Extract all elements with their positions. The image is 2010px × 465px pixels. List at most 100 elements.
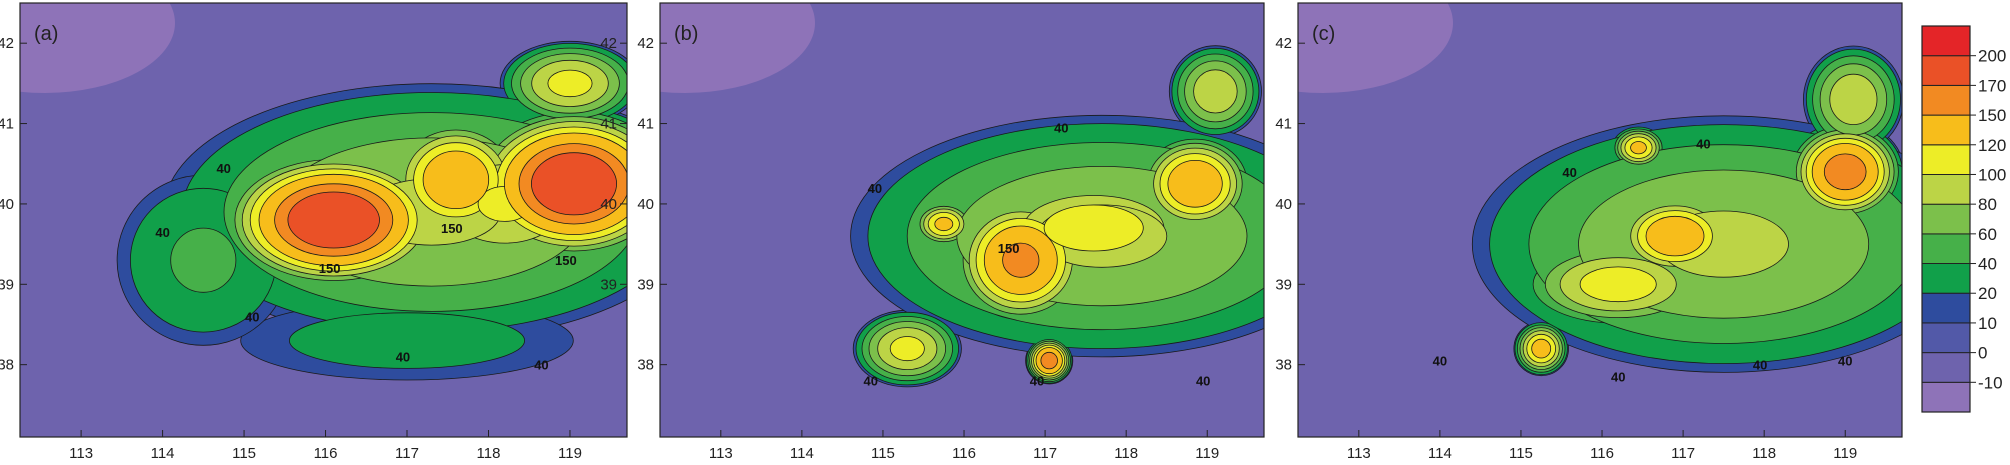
colorbar-swatch	[1921, 84, 1971, 116]
colorbar-label: 40	[1978, 255, 1997, 274]
contour-label: 40	[1054, 121, 1068, 136]
colorbar-label: 60	[1978, 225, 1997, 244]
y-tick-label: 42	[1275, 35, 1292, 52]
right-y-tick-label: 40	[600, 196, 617, 213]
colorbar-label: 20	[1978, 284, 1997, 303]
y-tick-label: 41	[1275, 116, 1292, 133]
y-tick-label: 38	[1275, 357, 1292, 374]
contour-label: 150	[555, 253, 577, 268]
contour-label: 40	[396, 350, 410, 365]
contour-band-170	[531, 152, 618, 216]
y-tick-label: 39	[637, 276, 654, 293]
contour-label: 40	[1611, 370, 1625, 385]
contour-band-100	[1579, 266, 1657, 303]
y-tick-label: 40	[637, 196, 654, 213]
y-tick-label: 38	[0, 357, 14, 374]
y-tick-label: 41	[637, 116, 654, 133]
panel-c: (c) 113 114 115 116 117 118 119 38 39 40 41 42 40 40…	[1275, 2, 1903, 462]
x-tick-label: 117	[395, 445, 419, 462]
contour-band-80	[1193, 69, 1238, 114]
colorbar-swatch	[1921, 381, 1971, 413]
panel-b: (b) 113 114 115 116 117 118 119 38 39 40 41 42 40 40…	[637, 2, 1265, 462]
colorbar-frame	[1921, 25, 1971, 413]
contour-label: 40	[864, 374, 878, 389]
contour-label: 40	[1196, 374, 1210, 389]
field-low-patch	[1298, 3, 1453, 93]
x-tick-label: 114	[1428, 445, 1452, 462]
contour-band-120	[1167, 160, 1223, 208]
right-y-tick-label: 39	[600, 276, 617, 293]
contour-label: 40	[1838, 354, 1852, 369]
colorbar-label: 200	[1978, 47, 2006, 66]
y-tick-label: 39	[0, 276, 14, 293]
x-tick-label: 116	[952, 445, 976, 462]
contour-band-150	[1823, 153, 1867, 191]
y-tick-label: 42	[637, 35, 654, 52]
x-tick-label: 117	[1671, 445, 1695, 462]
contour-label: 40	[534, 358, 548, 373]
colorbar-swatch	[1921, 114, 1971, 146]
contour-label: 40	[245, 309, 259, 324]
y-tick-label: 42	[0, 35, 14, 52]
colorbar-swatch	[1921, 292, 1971, 324]
x-tick-label: 115	[232, 445, 256, 462]
contour-band-40	[170, 227, 237, 293]
contour-band-150	[1040, 351, 1058, 370]
colorbar-swatch	[1921, 55, 1971, 86]
colorbar-swatch	[1921, 144, 1971, 176]
y-tick-label: 40	[1275, 196, 1292, 213]
panel-a: (a) 113 114 115 116 117 118 119 38 39 40 41 42 39 40 4…	[0, 2, 628, 462]
contour-label: 40	[1753, 358, 1767, 373]
contour-band-100	[889, 336, 925, 362]
colorbar-label: 10	[1978, 314, 1997, 333]
contour-label: 40	[868, 181, 882, 196]
field-low-patch	[660, 3, 815, 93]
x-tick-label: 118	[1114, 445, 1138, 462]
contour-band-120	[422, 150, 490, 209]
y-tick-label: 41	[0, 116, 14, 133]
colorbar-label: 170	[1978, 76, 2006, 95]
colorbar-swatch	[1921, 352, 1971, 383]
x-tick-label: 116	[1590, 445, 1614, 462]
x-tick-label: 115	[871, 445, 895, 462]
contour-band-100	[1043, 204, 1144, 252]
contour-label: 40	[1433, 354, 1447, 369]
colorbar-swatch	[1921, 174, 1971, 205]
x-tick-label: 116	[314, 445, 338, 462]
contour-label: 150	[319, 261, 341, 276]
x-tick-label: 119	[558, 445, 582, 462]
contour-band-120	[1531, 338, 1552, 359]
panel-a-label: (a)	[34, 23, 58, 45]
colorbar-label: 0	[1978, 344, 1987, 363]
colorbar-label: 100	[1978, 165, 2006, 184]
x-tick-label: 119	[1195, 445, 1219, 462]
contour-label: 40	[1562, 165, 1576, 180]
colorbar-label: 120	[1978, 136, 2006, 155]
panel-c-label: (c)	[1312, 23, 1335, 45]
contour-band-150	[1002, 242, 1040, 278]
x-tick-label: 117	[1033, 445, 1057, 462]
colorbar-label: 80	[1978, 195, 1997, 214]
x-tick-label: 113	[69, 445, 93, 462]
colorbar-label: 150	[1978, 106, 2006, 125]
colorbar-swatch	[1921, 25, 1971, 57]
contour-label: 40	[155, 225, 169, 240]
colorbar-swatch	[1921, 203, 1971, 235]
contour-band-120	[1645, 215, 1705, 257]
x-tick-label: 118	[477, 445, 501, 462]
x-tick-label: 113	[709, 445, 733, 462]
colorbar-label: -10	[1978, 373, 2003, 392]
contour-label: 40	[216, 161, 230, 176]
colorbar-swatch	[1921, 322, 1971, 354]
contour-band-170	[287, 191, 380, 249]
y-tick-label: 38	[637, 357, 654, 374]
x-tick-label: 113	[1347, 445, 1371, 462]
colorbar-swatch	[1921, 233, 1971, 265]
colorbar: -10 0 10 20 40 60 80 100 120 150 170 200	[1921, 25, 2006, 413]
right-y-tick-label: 41	[600, 116, 617, 133]
contour-band-20	[288, 312, 525, 369]
x-tick-label: 114	[790, 445, 814, 462]
y-tick-label: 39	[1275, 276, 1292, 293]
contour-band-100	[547, 69, 593, 98]
